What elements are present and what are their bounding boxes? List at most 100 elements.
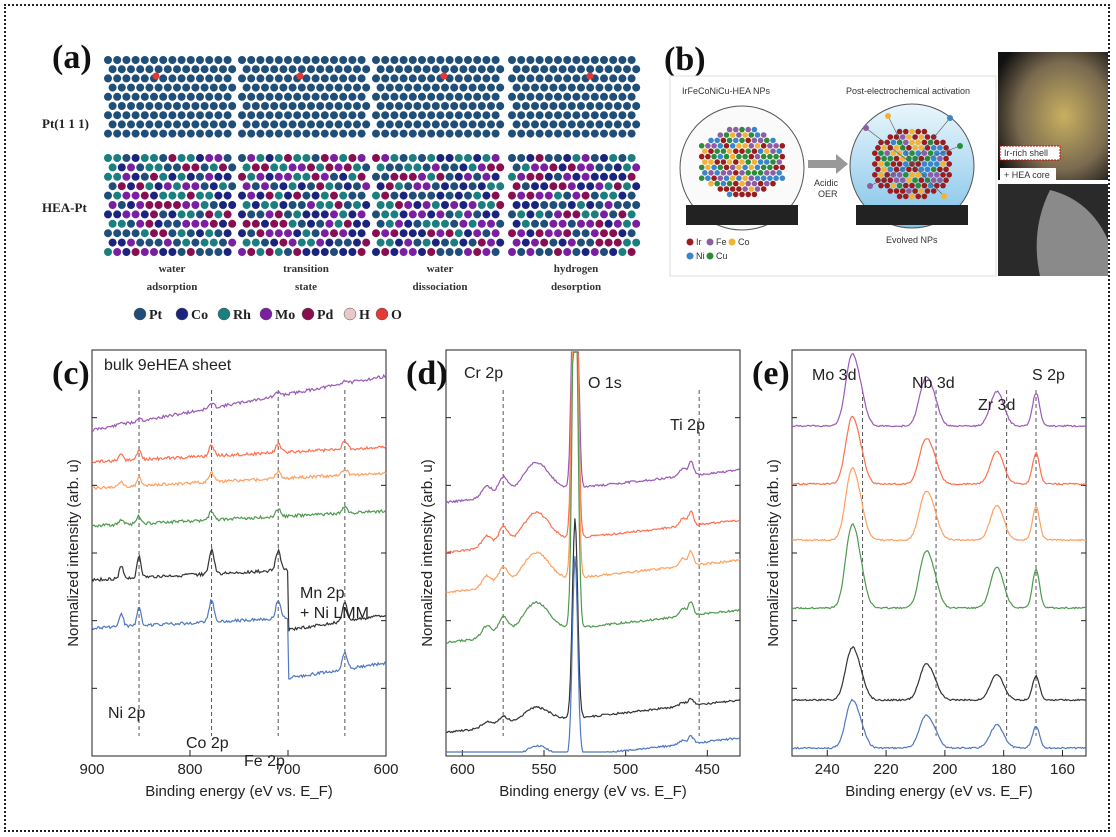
np-atom <box>742 153 748 160</box>
pt-atom <box>136 65 145 74</box>
pt-atom <box>491 111 500 120</box>
legend-label: Pd <box>317 308 334 323</box>
pt-atom <box>586 120 595 129</box>
pt-atom <box>186 92 195 101</box>
hea-atom <box>145 201 154 209</box>
x-tick-label: 800 <box>177 761 202 778</box>
pt-atom <box>173 83 181 92</box>
hea-atom <box>441 182 449 191</box>
pt-atom <box>381 129 390 138</box>
np-atom <box>698 175 705 181</box>
hea-atom <box>140 154 149 162</box>
np-atom <box>770 159 776 165</box>
hea-atom <box>450 201 459 209</box>
legend-label: Mo <box>275 308 295 323</box>
hea-atom <box>320 154 329 162</box>
hea-atom <box>205 172 214 181</box>
hea-atom <box>441 219 449 228</box>
np-atom <box>896 128 903 135</box>
hea-atom <box>390 210 399 219</box>
pt-atom <box>526 56 535 64</box>
x-axis-title: Binding energy (eV vs. E_F) <box>145 783 333 800</box>
pt-atom <box>357 129 366 138</box>
hea-atom <box>540 163 549 172</box>
hea-atom <box>613 238 622 247</box>
pt-atom <box>590 111 599 120</box>
pt-atom <box>563 74 572 83</box>
hea-atom <box>563 210 572 219</box>
hea-atom <box>228 238 237 247</box>
np-atom <box>934 182 940 189</box>
hea-atom <box>150 154 158 162</box>
np-atom <box>946 161 952 167</box>
hea-atom <box>508 154 516 162</box>
pt-atom <box>330 92 338 101</box>
np-atom <box>934 161 940 167</box>
np-atom <box>723 143 730 149</box>
np-atom <box>773 175 779 181</box>
np-atom <box>884 161 890 167</box>
hea-atom <box>496 238 505 247</box>
pt-atom <box>508 56 516 64</box>
hea-atom <box>450 163 459 172</box>
np-atom <box>736 143 742 149</box>
pt-atom <box>353 120 361 129</box>
hea-atom <box>459 238 468 247</box>
hea-atom <box>127 219 135 228</box>
hea-atom <box>554 229 562 238</box>
hea-atom <box>477 163 486 172</box>
pt-atom <box>623 120 631 129</box>
hea-atom <box>251 219 260 228</box>
hea-atom <box>618 172 627 181</box>
hea-atom <box>517 172 526 181</box>
pt-atom <box>182 83 191 92</box>
pt-atom <box>521 65 530 74</box>
np-atom <box>878 150 884 156</box>
hea-atom <box>526 172 535 181</box>
hea-atom <box>613 163 622 172</box>
np-atom <box>748 164 755 171</box>
pt-atom <box>316 102 325 110</box>
pt-atom <box>459 102 468 110</box>
hea-atom <box>482 154 491 162</box>
pt-atom <box>482 74 491 83</box>
np-atom <box>770 148 776 154</box>
pt-atom <box>512 83 521 92</box>
pt-atom <box>454 74 463 83</box>
pt-atom <box>477 102 486 110</box>
pt-atom <box>618 56 627 64</box>
pt-atom <box>274 92 283 101</box>
pt-atom <box>145 65 154 74</box>
pt-atom <box>320 92 329 101</box>
hea-atom <box>209 201 218 209</box>
np-atom <box>751 159 758 165</box>
hea-atom <box>464 154 472 162</box>
hea-atom <box>113 248 122 256</box>
np-atom <box>764 137 770 144</box>
pt-atom <box>127 120 135 129</box>
np-atom <box>912 166 918 173</box>
hea-atom <box>293 229 302 238</box>
hea-atom <box>320 229 329 238</box>
hea-atom <box>372 172 380 181</box>
hea-atom <box>238 191 246 200</box>
pt-atom <box>445 111 454 120</box>
pt-atom <box>549 65 558 74</box>
np-atom <box>878 161 884 167</box>
pt-atom <box>395 65 403 74</box>
hea-atom <box>372 154 380 162</box>
pt-atom <box>191 83 200 92</box>
pt-atom <box>177 129 186 138</box>
pt-atom <box>418 129 426 138</box>
hea-atom <box>247 154 256 162</box>
np-atom <box>927 172 934 178</box>
np-atom <box>773 153 779 160</box>
schematic-right-title: Post-electrochemical activation <box>846 86 970 96</box>
np-atom <box>717 186 724 192</box>
pt-atom <box>399 56 408 64</box>
y-axis-title: Normalized intensity (arb. u) <box>65 459 82 647</box>
hea-atom <box>436 154 445 162</box>
hea-atom <box>168 248 177 256</box>
np-atom <box>906 188 912 194</box>
np-atom <box>915 128 921 135</box>
